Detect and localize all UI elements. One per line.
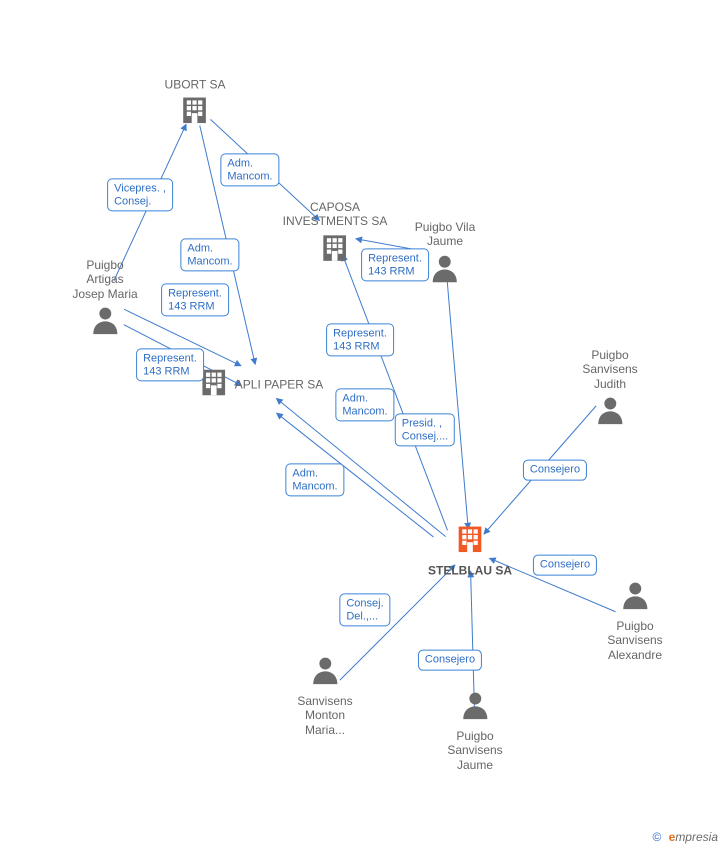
person-icon (428, 251, 462, 290)
edge-label: Adm. Mancom. (220, 153, 279, 186)
edge-label: Adm. Mancom. (180, 238, 239, 271)
edge-label: Represent. 143 RRM (136, 348, 204, 381)
edge (447, 276, 468, 529)
person-icon (458, 688, 492, 727)
building-icon (178, 94, 212, 133)
node-apli[interactable]: APLI PAPER SA (197, 366, 323, 405)
person-icon (593, 393, 627, 432)
footer-brand: © empresia (652, 830, 718, 844)
edge-label: Consejero (533, 555, 597, 576)
node-artigas[interactable]: Puigbo Artigas Josep Maria (72, 258, 137, 342)
person-icon (88, 303, 122, 337)
node-label: Puigbo Sanvisens Judith (582, 348, 637, 391)
building-icon (318, 231, 352, 270)
node-label: CAPOSA INVESTMENTS SA (283, 200, 388, 229)
node-jaume[interactable]: Puigbo Sanvisens Jaume (447, 688, 502, 772)
person-icon (618, 578, 652, 612)
node-alexandre[interactable]: Puigbo Sanvisens Alexandre (607, 578, 662, 662)
person-icon (458, 688, 492, 722)
edge-label: Presid. , Consej.... (395, 413, 455, 446)
person-icon (88, 303, 122, 342)
edge-label: Represent. 143 RRM (326, 323, 394, 356)
building-icon (453, 522, 487, 561)
person-icon (593, 393, 627, 427)
node-label: Puigbo Artigas Josep Maria (72, 258, 137, 301)
node-monton[interactable]: Sanvisens Monton Maria... (297, 653, 352, 737)
person-icon (618, 578, 652, 617)
node-stelblau[interactable]: STELBLAU SA (428, 522, 512, 577)
brand-rest: mpresia (675, 830, 718, 844)
edge-label: Adm. Mancom. (285, 463, 344, 496)
edge-label: Represent. 143 RRM (161, 283, 229, 316)
node-label: STELBLAU SA (428, 563, 512, 577)
edge-label: Consejero (418, 650, 482, 671)
person-icon (308, 653, 342, 692)
node-label: Puigbo Sanvisens Alexandre (607, 619, 662, 662)
edge-label: Represent. 143 RRM (361, 248, 429, 281)
building-icon (453, 522, 487, 556)
node-label: Sanvisens Monton Maria... (297, 694, 352, 737)
edge-label: Consejero (523, 460, 587, 481)
building-icon (178, 94, 212, 128)
node-label: Puigbo Sanvisens Jaume (447, 729, 502, 772)
node-label: Puigbo Vila Jaume (415, 220, 476, 249)
edge-label: Vicepres. , Consej. (107, 178, 173, 211)
node-label: UBORT SA (165, 77, 226, 91)
person-icon (428, 251, 462, 285)
edge-label: Consej. Del.,... (339, 593, 390, 626)
node-judith[interactable]: Puigbo Sanvisens Judith (582, 348, 637, 432)
node-ubort[interactable]: UBORT SA (165, 77, 226, 132)
edge-label: Adm. Mancom. (335, 388, 394, 421)
building-icon (318, 231, 352, 265)
network-diagram: UBORT SA CAPOSA INVESTMENTS SA APLI PAPE… (0, 0, 728, 850)
copyright-symbol: © (652, 830, 661, 844)
node-label: APLI PAPER SA (235, 378, 323, 392)
person-icon (308, 653, 342, 687)
